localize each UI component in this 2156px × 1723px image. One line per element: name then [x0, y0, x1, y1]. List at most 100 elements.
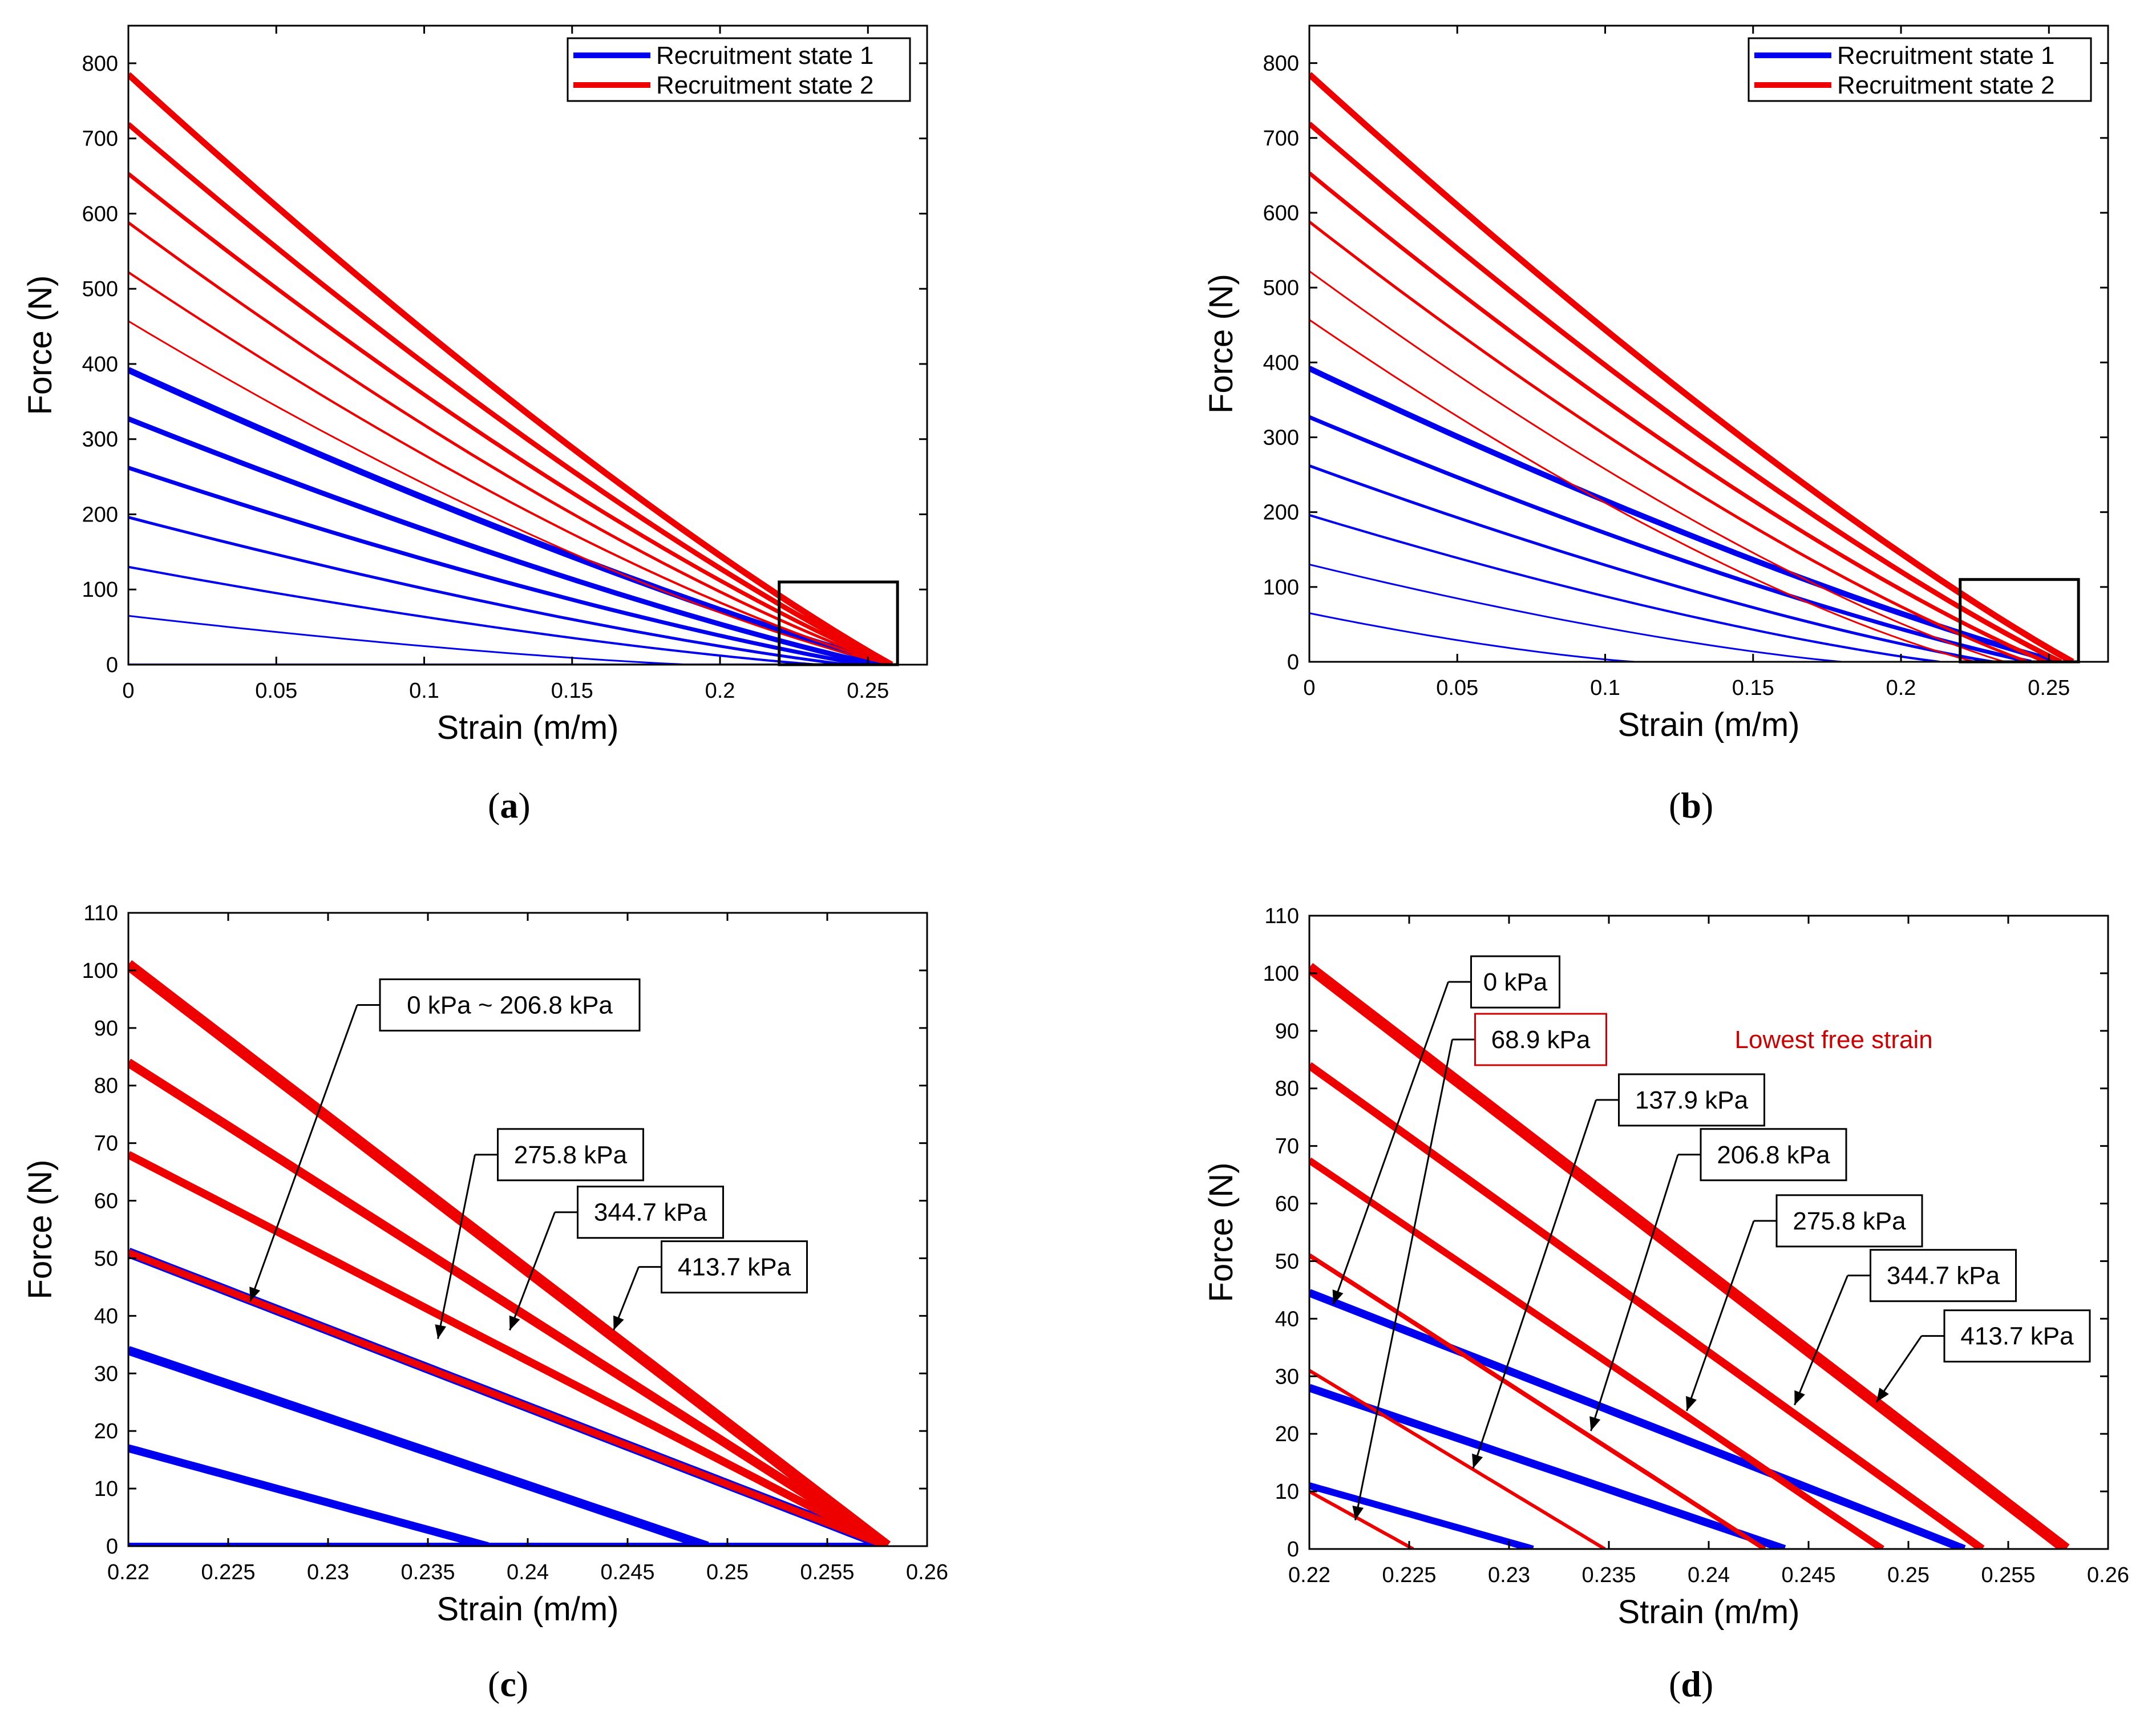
series-line-red-10: [1309, 122, 2062, 662]
annotation-arrowhead: [509, 1315, 520, 1330]
y-tick-label: 90: [94, 1017, 118, 1041]
annotation-arrowhead: [1876, 1388, 1889, 1402]
series-line-blue-4: [1309, 415, 2032, 662]
y-tick-label: 300: [1263, 426, 1299, 450]
annotation-arrowhead: [1472, 1453, 1483, 1469]
axes-frame: [1308, 915, 2109, 1550]
legend-box: [1748, 37, 2092, 102]
annotation-label: 275.8 kPa: [1793, 1207, 1906, 1235]
annotation-arrow: [249, 1004, 358, 1302]
series-line-red-3: [1309, 1490, 1414, 1549]
x-axis-label: Strain (m/m): [1618, 1593, 1800, 1631]
series-line-blue-2: [128, 1346, 709, 1546]
series-line-blue-2: [128, 565, 818, 665]
y-tick-label: 110: [1264, 904, 1299, 928]
x-tick-label: 0.2: [705, 679, 735, 703]
annotation-box: [1474, 1013, 1607, 1066]
legend-box: [567, 37, 911, 102]
series-line-red-7: [1309, 270, 2005, 662]
annotation-box: [1943, 1309, 2091, 1363]
x-tick-label: 0.26: [2087, 1563, 2129, 1587]
y-axis-label: Force (N): [22, 276, 59, 415]
legend-entry: Recruitment state 2: [1837, 71, 2055, 99]
series-line-blue-2: [1309, 513, 1940, 662]
chart-panel-b: 0 0.05 0.1 0.15 0.2 0.25 0 100 200 300 400 500 600 70…: [1203, 25, 2109, 743]
x-tick-label: 0.225: [201, 1560, 255, 1584]
x-tick-label: 0.25: [1887, 1563, 1930, 1587]
annotation-label: 344.7 kPa: [594, 1199, 707, 1227]
y-tick-label: 400: [1263, 351, 1299, 375]
legend-entry: Recruitment state 1: [656, 42, 874, 70]
annotation-box: [661, 1240, 808, 1294]
x-tick-label: 0.05: [1436, 676, 1478, 700]
series-line-blue-5: [128, 416, 877, 665]
annotation-arrowhead: [1352, 1506, 1364, 1520]
series-line-blue-2: [1309, 1289, 1966, 1549]
y-tick-label: 20: [1275, 1422, 1299, 1446]
y-tick-label: 500: [1263, 276, 1299, 300]
series-line-red-8: [128, 271, 892, 665]
series-line-blue-1: [128, 614, 691, 665]
annotation-arrow: [1332, 981, 1449, 1305]
x-tick-label: 0.25: [2028, 676, 2070, 700]
y-tick-label: 100: [1263, 576, 1299, 600]
chart-panel-a: 0 0.05 0.1 0.15 0.2 0.25 0 100 200 300 400 500 600 70…: [22, 25, 928, 746]
y-axis-label: Force (N): [1203, 1163, 1240, 1303]
annotation-arrowhead: [613, 1315, 624, 1330]
series-line-blue-4: [128, 466, 865, 665]
x-tick-label: 0.235: [1581, 1563, 1636, 1587]
axes-frame: [1308, 25, 2109, 663]
x-tick-label: 0.255: [800, 1560, 854, 1584]
y-tick-label: 40: [94, 1304, 118, 1328]
x-tick-label: 0.26: [906, 1560, 948, 1584]
panel-label-b: (b): [1669, 785, 1714, 826]
series-group: [128, 960, 891, 1546]
series-group: [128, 72, 898, 665]
y-tick-label: 30: [94, 1362, 118, 1386]
series-line-blue-1: [1309, 1384, 1786, 1549]
x-tick-label: 0.15: [551, 679, 593, 703]
x-tick-label: 0.225: [1382, 1563, 1436, 1587]
annotation-box: [379, 978, 641, 1032]
x-tick-label: 0.25: [706, 1560, 749, 1584]
x-tick-label: 0.24: [507, 1560, 549, 1584]
y-tick-label: 0: [1287, 1538, 1299, 1562]
annotation-arrow: [1472, 1099, 1597, 1469]
y-tick-label: 10: [94, 1477, 118, 1501]
x-tick-label: 0.22: [1288, 1563, 1330, 1587]
y-tick-label: 70: [1275, 1135, 1299, 1159]
x-tick-label: 0.1: [1590, 676, 1620, 700]
series-line-red-7: [1309, 1062, 1985, 1549]
x-tick-label: 0.23: [307, 1560, 349, 1584]
series-line-red-4: [1309, 1369, 1606, 1549]
annotation-label: 413.7 kPa: [1960, 1322, 2074, 1350]
series-line-red-7: [128, 960, 891, 1546]
series-line-blue-6: [128, 367, 893, 665]
annotation-label: 413.7 kPa: [678, 1253, 791, 1281]
annotation-arrowhead: [1686, 1396, 1697, 1411]
annotation-arrowhead: [249, 1287, 261, 1302]
annotation-box: [497, 1128, 644, 1182]
x-tick-label: 0.05: [255, 679, 297, 703]
series-group: [1309, 72, 2074, 662]
y-tick-label: 700: [82, 127, 118, 151]
y-tick-label: 0: [106, 1535, 118, 1559]
chart-panel-d: 0.22 0.225 0.23 0.235 0.24 0.245 0.25 0.255 0.26…: [1203, 904, 2129, 1631]
axes-frame: [127, 25, 928, 666]
y-tick-label: 50: [94, 1247, 118, 1271]
series-line-red-8: [1309, 962, 2070, 1549]
y-tick-label: 50: [1275, 1249, 1299, 1273]
series-line-red-4: [128, 1249, 889, 1546]
series-line-red-6: [1309, 1157, 1884, 1549]
annotation-arrow: [509, 1212, 556, 1331]
y-tick-label: 600: [82, 202, 118, 226]
y-tick-label: 10: [1275, 1480, 1299, 1504]
series-line-blue-1: [128, 1444, 489, 1546]
x-tick-label: 0.24: [1688, 1563, 1730, 1587]
y-tick-label: 200: [82, 503, 118, 527]
side-note-lowest-free-strain: Lowest free strain: [1735, 1026, 1933, 1054]
legend-entry: Recruitment state 1: [1837, 42, 2055, 70]
series-line-red-6: [128, 1058, 890, 1546]
x-tick-label: 0.245: [1781, 1563, 1835, 1587]
